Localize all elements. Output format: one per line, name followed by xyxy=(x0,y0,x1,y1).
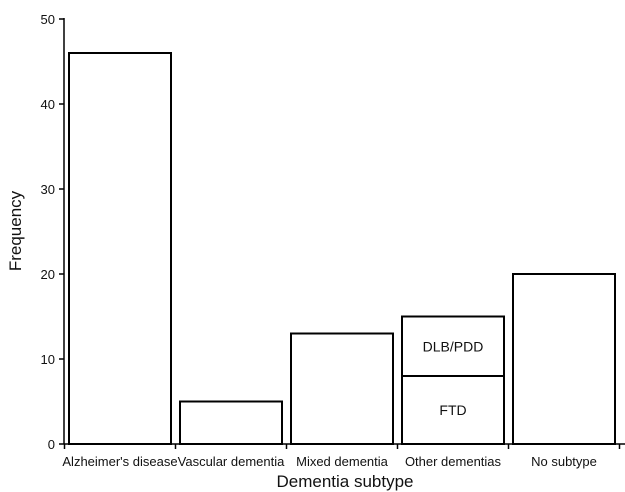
bar-no-subtype xyxy=(512,273,616,445)
labels-group: Alzheimer's disease Vascular dementia Mixe… xyxy=(41,12,597,469)
bar-alzheimer-s-disease xyxy=(68,52,172,445)
y-tick-label-50: 50 xyxy=(41,12,55,27)
y-tick-label-0: 0 xyxy=(48,437,55,452)
segment-label-dlb-pdd: DLB/PDD xyxy=(423,338,484,354)
x-tick-label-alzheimer-s-disease: Alzheimer's disease xyxy=(62,454,177,469)
bar-mixed-dementia xyxy=(290,332,394,445)
y-tick-label-40: 40 xyxy=(41,97,55,112)
bar-vascular-dementia xyxy=(179,400,283,445)
x-tick-label-vascular-dementia: Vascular dementia xyxy=(178,454,285,469)
y-tick-label-20: 20 xyxy=(41,267,55,282)
axes-group xyxy=(59,18,625,449)
x-tick-label-other-dementias: Other dementias xyxy=(405,454,502,469)
y-tick-label-10: 10 xyxy=(41,352,55,367)
bars-group xyxy=(68,52,616,445)
x-tick-label-no-subtype: No subtype xyxy=(531,454,597,469)
y-tick-label-30: 30 xyxy=(41,182,55,197)
x-tick-label-mixed-dementia: Mixed dementia xyxy=(296,454,389,469)
x-axis-title: Dementia subtype xyxy=(276,472,413,491)
segment-label-ftd: FTD xyxy=(439,402,466,418)
bar-other-dementias xyxy=(401,315,505,445)
y-axis-title: Frequency xyxy=(6,190,25,271)
